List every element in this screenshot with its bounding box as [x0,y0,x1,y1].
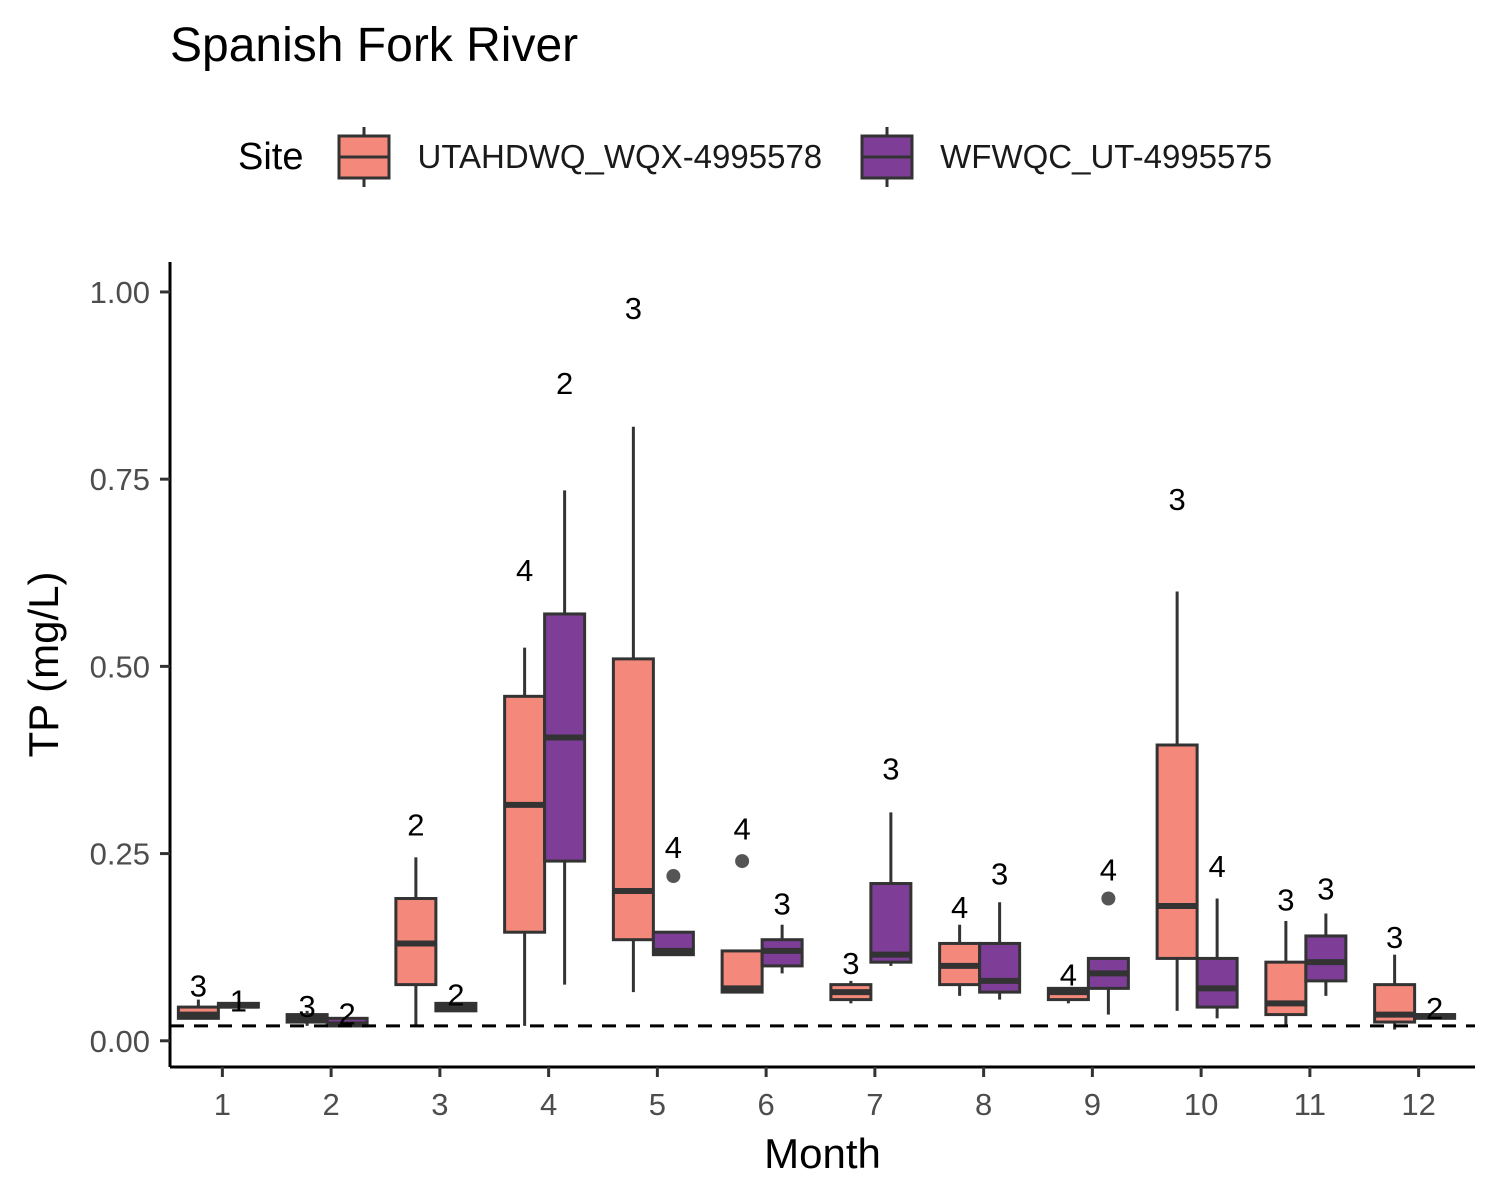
box-iqr [503,694,547,934]
legend-title: Site [238,135,304,178]
count-label: 4 [665,830,682,865]
y-tick-label: 0.75 [90,462,150,497]
box-iqr [611,657,655,942]
count-label: 4 [1060,957,1077,992]
x-tick-label: 8 [975,1087,992,1122]
boxplot-wfwqc-month-10: 4 [1195,849,1239,1019]
chart-title: Spanish Fork River [170,19,579,72]
count-label: 3 [991,856,1008,891]
count-label: 3 [625,291,642,326]
boxplot-wfwqc-month-3: 2 [434,978,478,1013]
box-iqr [1155,743,1199,960]
box-iqr [978,941,1022,994]
y-tick-label: 0.25 [90,837,150,872]
count-label: 4 [1100,853,1117,888]
count-label: 3 [774,886,791,921]
box-iqr [720,949,764,994]
boxplot-utahdwq-month-10: 3 [1155,482,1199,1011]
boxplot-utahdwq-month-12: 3 [1373,920,1417,1030]
count-label: 2 [447,978,464,1013]
boxplot-utahdwq-month-5: 3 [611,291,655,993]
x-tick-label: 1 [214,1087,231,1122]
y-tick-label: 1.00 [90,275,150,310]
box-iqr [1264,960,1308,1017]
box-iqr [1195,956,1239,1009]
legend-label-utahdwq: UTAHDWQ_WQX-4995578 [417,138,823,175]
x-tick-label: 11 [1294,1087,1326,1122]
count-label: 3 [1277,883,1294,918]
outlier-point [666,869,681,884]
outlier-point [1101,891,1116,906]
boxplot-wfwqc-month-6: 3 [760,886,804,974]
x-axis-title: Month [764,1130,881,1177]
count-label: 3 [1169,482,1186,517]
boxplot-wfwqc-month-1: 1 [216,984,260,1019]
count-label: 2 [339,996,356,1031]
count-label: 3 [1317,871,1334,906]
x-tick-label: 7 [866,1087,883,1122]
boxplot-wfwqc-month-12: 2 [1413,991,1457,1026]
y-tick-label: 0.00 [90,1024,150,1059]
boxplot-utahdwq-month-7: 3 [829,946,873,1004]
count-label: 2 [407,808,424,843]
outlier-point [735,854,750,869]
boxplot-utahdwq-month-1: 3 [176,969,220,1020]
x-tick-label: 4 [540,1087,557,1122]
boxplot-utahdwq-month-9: 4 [1046,957,1090,1004]
count-label: 2 [556,366,573,401]
boxplot-wfwqc-month-11: 3 [1304,871,1348,996]
count-label: 3 [299,989,316,1024]
boxplot-wfwqc-month-4: 2 [543,366,587,985]
boxplot-utahdwq-month-11: 3 [1264,883,1308,1026]
count-label: 3 [842,946,859,981]
legend-key-wfwqc [860,127,914,187]
legend-item-utahdwq: UTAHDWQ_WQX-4995578 [329,122,822,192]
x-tick-label: 2 [323,1087,340,1122]
legend-key-utahdwq [337,127,391,187]
boxplot-utahdwq-month-6: 4 [720,811,764,994]
box-iqr [1304,934,1348,983]
count-label: 4 [951,890,968,925]
legend-item-wfwqc: WFWQC_UT-4995575 [852,122,1272,192]
boxplot-wfwqc-month-7: 3 [869,751,913,966]
legend-label-wfwqc: WFWQC_UT-4995575 [940,138,1273,175]
count-label: 3 [190,969,207,1004]
count-label: 1 [230,984,247,1019]
count-label: 2 [1426,991,1443,1026]
boxplot-wfwqc-month-8: 3 [978,856,1022,1000]
boxplot-utahdwq-month-8: 4 [938,890,982,996]
count-label: 3 [1386,920,1403,955]
boxplot-wfwqc-month-9: 4 [1086,853,1130,1015]
x-tick-label: 6 [758,1087,775,1122]
x-tick-label: 10 [1184,1087,1218,1122]
y-axis-title: TP (mg/L) [20,572,67,758]
x-tick-label: 3 [431,1087,448,1122]
count-label: 4 [734,811,751,846]
y-tick-label: 0.50 [90,649,150,684]
x-tick-label: 5 [649,1087,666,1122]
count-label: 3 [882,751,899,786]
x-tick-label: 12 [1401,1087,1435,1122]
boxplot-wfwqc-month-5: 4 [651,830,695,957]
count-label: 4 [1209,849,1226,884]
count-label: 4 [516,553,533,588]
boxplot-utahdwq-month-2: 3 [285,989,329,1026]
box-iqr [869,882,913,964]
boxplot-utahdwq-month-4: 4 [503,553,547,1026]
boxplot-utahdwq-month-3: 2 [394,808,438,1026]
x-tick-label: 9 [1084,1087,1101,1122]
legend: Site UTAHDWQ_WQX-4995578 WFWQC_UT-499557… [238,122,1302,192]
